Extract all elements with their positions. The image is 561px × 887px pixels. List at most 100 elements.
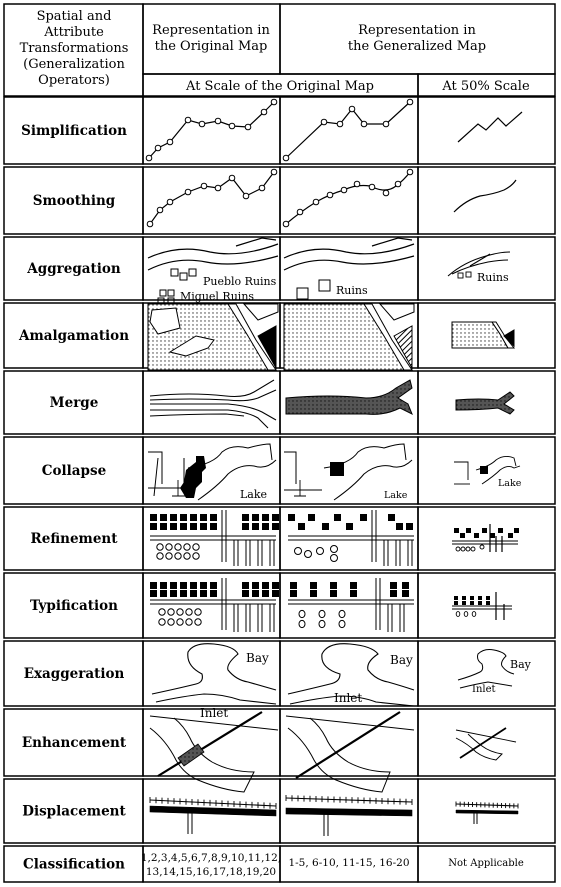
operator-col-line-1: Spatial and xyxy=(37,9,112,24)
simplification-50 xyxy=(457,111,523,143)
operator-label: Refinement xyxy=(31,531,119,547)
generalized-col-line-2: the Generalized Map xyxy=(348,39,486,54)
refinement-generalized xyxy=(288,510,414,566)
grid-cell xyxy=(417,640,556,707)
grid-cell xyxy=(142,370,281,435)
operator-label: Merge xyxy=(50,395,99,411)
bay-label: Bay xyxy=(246,651,269,665)
typification-original xyxy=(150,578,279,632)
aggregation-generalized xyxy=(283,237,415,300)
collapse-point xyxy=(330,462,344,476)
inlet-label-gen: Inlet xyxy=(334,691,362,705)
amalgamation-generalized xyxy=(283,303,415,371)
grid-cell xyxy=(279,506,419,571)
collapse-50-point xyxy=(480,466,488,474)
operator-col-line-5: Operators) xyxy=(38,73,110,88)
grid-cell xyxy=(417,302,556,369)
exaggeration-50 xyxy=(457,649,515,689)
refinement-50 xyxy=(452,524,519,552)
operator-label: Exaggeration xyxy=(24,666,125,682)
ruins-50-label: Ruins xyxy=(477,271,509,284)
grid-cell xyxy=(279,708,419,777)
displacement-50 xyxy=(455,801,519,824)
original-col-line-1: Representation in xyxy=(152,23,270,38)
classification-original-line-2: 13,14,15,16,17,18,19,20 xyxy=(146,866,276,878)
table-header: Spatial and Attribute Transformations (G… xyxy=(3,3,556,97)
smoothing-original xyxy=(146,168,278,228)
generalized-col-line-1: Representation in xyxy=(358,23,476,38)
amalgamation-original xyxy=(147,303,279,371)
grid-cell xyxy=(417,506,556,571)
scale-50-header-cell xyxy=(417,73,556,97)
enhancement-overlap xyxy=(177,743,205,767)
collapse-polygon xyxy=(180,456,206,498)
operator-label: Collapse xyxy=(42,463,106,479)
displacement-original xyxy=(149,797,277,834)
merge-50 xyxy=(455,391,515,415)
grid-cell xyxy=(417,96,556,165)
grid-cell xyxy=(279,166,419,235)
bay-label-50: Bay xyxy=(510,658,532,671)
inlet-label: Inlet xyxy=(200,706,228,720)
refinement-original xyxy=(150,510,279,566)
lake-label: Lake xyxy=(240,488,267,501)
operator-col-line-2: Attribute xyxy=(43,25,104,40)
operator-label: Enhancement xyxy=(22,735,127,751)
exaggeration-original xyxy=(151,643,277,705)
grid-cell xyxy=(142,96,281,165)
scale-original-label: At Scale of the Original Map xyxy=(185,79,374,94)
lake-label-gen: Lake xyxy=(384,490,408,501)
grid-cell xyxy=(417,572,556,639)
classification-original-line-1: 1,2,3,4,5,6,7,8,9,10,11,12, xyxy=(141,852,281,864)
typification-50 xyxy=(452,592,512,620)
lake-label-50: Lake xyxy=(498,478,522,489)
operator-label: Aggregation xyxy=(26,261,121,277)
operator-label: Classification xyxy=(23,857,125,873)
operator-col-line-3: Transformations xyxy=(20,41,129,56)
grid-cell xyxy=(279,96,419,165)
grid-cell xyxy=(417,708,556,777)
grid-cell xyxy=(279,572,419,639)
grid-cell xyxy=(417,436,556,505)
grid-cell xyxy=(417,845,556,883)
classification-generalized: 1-5, 6-10, 11-15, 16-20 xyxy=(288,857,409,869)
operator-label: Typification xyxy=(30,598,118,614)
inlet-label-50: Inlet xyxy=(472,684,496,695)
classification-50: Not Applicable xyxy=(448,858,524,869)
simplification-generalized xyxy=(282,98,414,162)
merge-original xyxy=(149,379,277,429)
operator-label: Amalgamation xyxy=(18,328,129,344)
collapse-generalized xyxy=(284,443,413,501)
operator-label: Smoothing xyxy=(33,193,116,209)
pueblo-ruins-label: Pueblo Ruins xyxy=(203,275,277,288)
grid-cell xyxy=(417,778,556,844)
aggregation-original xyxy=(147,237,279,305)
enhancement-50 xyxy=(455,727,517,761)
enhancement-original xyxy=(149,711,279,793)
aggregation-50 xyxy=(447,251,511,279)
enhancement-generalized xyxy=(285,711,415,793)
collapse-original xyxy=(148,443,277,501)
ruins-label: Ruins xyxy=(336,284,368,297)
grid-cell xyxy=(417,370,556,435)
miguel-ruins-label: Miguel Ruins xyxy=(180,290,254,303)
table-grid xyxy=(3,96,556,883)
typification-generalized xyxy=(288,578,414,632)
smoothing-generalized xyxy=(282,168,414,228)
operator-label: Simplification xyxy=(21,123,127,139)
grid-cell xyxy=(417,236,556,301)
operator-col-line-4: (Generalization xyxy=(23,57,125,72)
operator-labels: Simplification Smoothing Aggregation Amalga… xyxy=(18,123,129,873)
simplification-original xyxy=(145,98,278,162)
smoothing-50 xyxy=(453,179,517,213)
original-col-line-2: the Original Map xyxy=(155,39,268,54)
scale-50-label: At 50% Scale xyxy=(441,79,530,94)
operator-label: Displacement xyxy=(22,804,126,820)
exaggeration-generalized xyxy=(287,643,415,707)
displacement-generalized xyxy=(285,795,413,836)
amalgamation-50 xyxy=(451,321,516,349)
grid-cell xyxy=(142,166,281,235)
grid-cell xyxy=(417,166,556,235)
merge-generalized xyxy=(285,379,413,416)
